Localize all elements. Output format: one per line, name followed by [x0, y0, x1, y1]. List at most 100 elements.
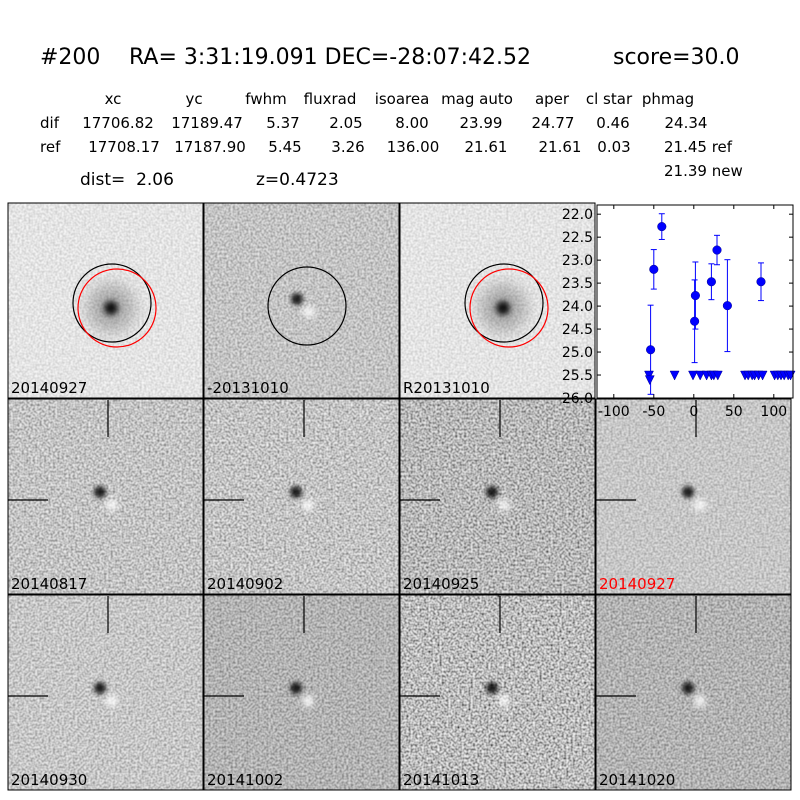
table-cell: 5.37 [266, 114, 299, 132]
aperture-black [267, 266, 347, 346]
bright-spot [302, 499, 314, 511]
table-cell: 8.00 [395, 114, 428, 132]
upper-limit-marker [695, 370, 706, 381]
point-marker [690, 290, 700, 301]
source-core [496, 301, 510, 315]
column-header: xc [105, 90, 122, 108]
table-cell: 24.77 [532, 114, 575, 132]
dark-spot [291, 293, 303, 305]
stamp-features [267, 266, 347, 346]
stamp-features [8, 596, 118, 707]
point-marker [657, 222, 667, 232]
stamp-features [72, 263, 157, 348]
aperture-black [464, 263, 544, 343]
candidate-id: #200 [40, 45, 100, 70]
stamp-features [400, 400, 510, 511]
stamp-label: R20131010 [403, 379, 490, 397]
table-cell: 136.00 [387, 138, 440, 156]
x-tick-label: 100 [760, 404, 787, 420]
stamp-label: 20140930 [11, 771, 87, 789]
stamp-features [400, 596, 510, 707]
point-marker [706, 277, 716, 287]
y-tick-label: 22.5 [562, 230, 593, 246]
stamp-frame [399, 594, 596, 791]
stamp-image [8, 399, 203, 594]
y-tick-label: 24.5 [562, 322, 593, 338]
column-header: mag auto [441, 90, 513, 108]
coordinates: RA= 3:31:19.091 DEC=-28:07:42.52 [129, 45, 531, 70]
stamp-features [204, 400, 314, 511]
stamp-label: 20140925 [403, 575, 479, 593]
point-marker [756, 277, 766, 287]
table-cell: 0.03 [597, 138, 630, 156]
stamp-label: 20141002 [207, 771, 283, 789]
upper-limit-marker [669, 370, 680, 381]
dark-spot [94, 682, 106, 694]
aperture-red [469, 268, 549, 348]
x-tick-label: -100 [598, 404, 630, 420]
bright-spot [302, 695, 314, 707]
column-header: aper [535, 90, 570, 108]
stamp-frame [203, 594, 400, 791]
table-cell: 17189.47 [171, 114, 243, 132]
x-tick-label: 0 [689, 404, 698, 420]
stamp-label: 20140817 [11, 575, 87, 593]
column-header: yc [185, 90, 202, 108]
upper-limit-marker [757, 370, 768, 381]
stamp-image [596, 399, 791, 594]
stamp-features [464, 263, 549, 348]
row-label: dif [40, 114, 60, 132]
stamp-frame [203, 398, 400, 595]
stamp-features [8, 400, 118, 511]
table-cell: 2.05 [329, 114, 362, 132]
column-header: cl star [586, 90, 633, 108]
y-tick-label: 24.0 [562, 299, 593, 315]
upper-limit-marker [712, 370, 723, 381]
stamp-frame [7, 202, 204, 399]
redshift: z=0.4723 [256, 170, 339, 190]
table-cell: 5.45 [268, 138, 301, 156]
stamp-frame [595, 398, 792, 595]
stamp-features [596, 400, 706, 511]
bright-spot [303, 306, 315, 318]
table-cell: 23.99 [460, 114, 503, 132]
column-header: fluxrad [304, 90, 357, 108]
stamp-frame [203, 202, 400, 399]
bright-spot [106, 499, 118, 511]
column-header: fwhm [245, 90, 286, 108]
point-marker [649, 264, 659, 274]
bright-spot [694, 499, 706, 511]
stamp-image [596, 595, 791, 790]
upper-limit-marker [644, 375, 655, 386]
table-cell: 17706.82 [82, 114, 154, 132]
y-tick-label: 26.0 [562, 391, 593, 407]
bright-spot [694, 695, 706, 707]
stamp-image [204, 399, 399, 594]
table-cell: 21.61 [539, 138, 582, 156]
row-label: ref [40, 138, 61, 156]
table-cell: 0.46 [596, 114, 629, 132]
table-cell: 17708.17 [88, 138, 160, 156]
stamp-features [596, 596, 706, 707]
table-extra: 21.39 new [664, 162, 743, 180]
table-cell: 24.34 [665, 114, 708, 132]
dark-spot [486, 682, 498, 694]
table-cell: 3.26 [331, 138, 364, 156]
y-tick-label: 23.5 [562, 276, 593, 292]
aperture-red [77, 268, 157, 348]
dark-spot [682, 682, 694, 694]
stamp-label: -20131010 [207, 379, 289, 397]
dark-spot [290, 682, 302, 694]
score: score=30.0 [613, 45, 740, 70]
point-marker [712, 245, 722, 255]
dark-spot [94, 486, 106, 498]
column-header: isoarea [375, 90, 430, 108]
stamp-label: 20140902 [207, 575, 283, 593]
point-marker [646, 345, 656, 355]
stamp-label: 20140927 [11, 379, 87, 397]
dark-spot [682, 486, 694, 498]
upper-limit-marker [688, 370, 698, 381]
stamp-label: 20141013 [403, 771, 479, 789]
dark-spot [290, 486, 302, 498]
